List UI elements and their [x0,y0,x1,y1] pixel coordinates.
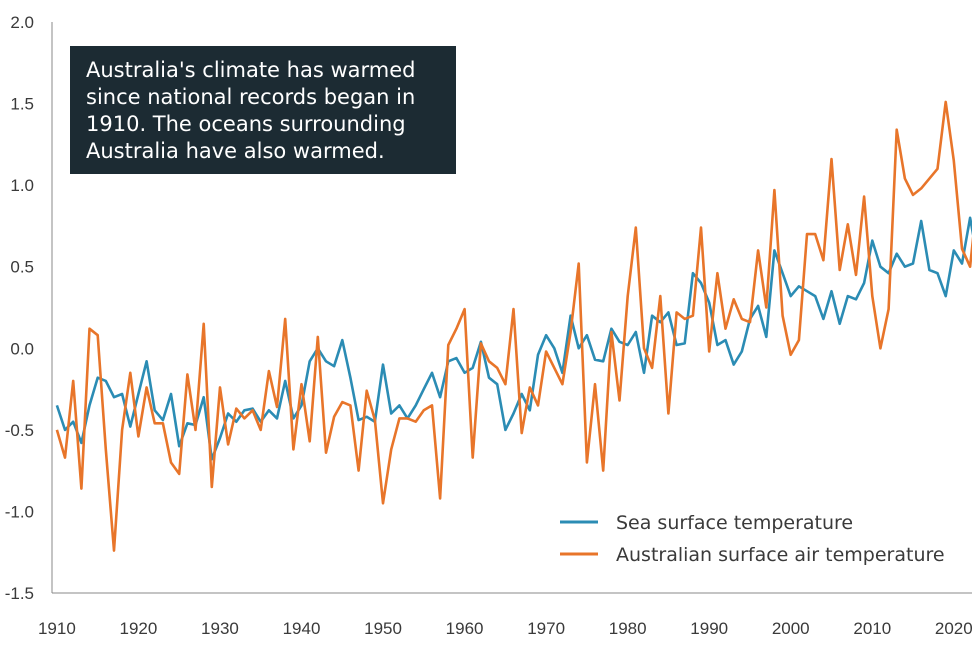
legend-label-air: Australian surface air temperature [616,544,945,566]
x-tick-label: 1920 [120,619,158,638]
x-tick-label: 1960 [446,619,484,638]
series-line-air-temperature [55,100,972,552]
y-tick-label: 2.0 [10,13,34,32]
series-layer [55,100,972,552]
y-tick-label: 0.5 [10,258,34,277]
annotation-box: Australia's climate has warmed since nat… [70,46,456,174]
x-tick-label: 2020 [935,619,972,638]
x-tick-label: 1930 [201,619,239,638]
x-tick-label: 1970 [527,619,565,638]
y-tick-label: -0.5 [5,421,34,440]
x-tick-label: 1980 [609,619,647,638]
y-tick-label: -1.0 [5,502,34,521]
y-axis-ticks: 2.0 1.5 1.0 0.5 0.0 -0.5 -1.0 -1.5 [5,13,34,603]
x-tick-label: 1940 [283,619,321,638]
y-tick-label: 1.5 [10,95,34,114]
y-tick-label: 1.0 [10,176,34,195]
x-axis-ticks: 1910 1920 1930 1940 1950 1960 1970 1980 1990 2000… [38,619,972,638]
legend: Sea surface temperature Australian surfa… [560,512,945,566]
y-tick-label: 0.0 [10,339,34,358]
x-tick-label: 1910 [38,619,76,638]
legend-label-sea: Sea surface temperature [616,512,853,534]
x-tick-label: 2010 [853,619,891,638]
x-tick-label: 1990 [690,619,728,638]
y-tick-label: -1.5 [5,584,34,603]
x-tick-label: 1950 [364,619,402,638]
x-tick-label: 2000 [772,619,810,638]
